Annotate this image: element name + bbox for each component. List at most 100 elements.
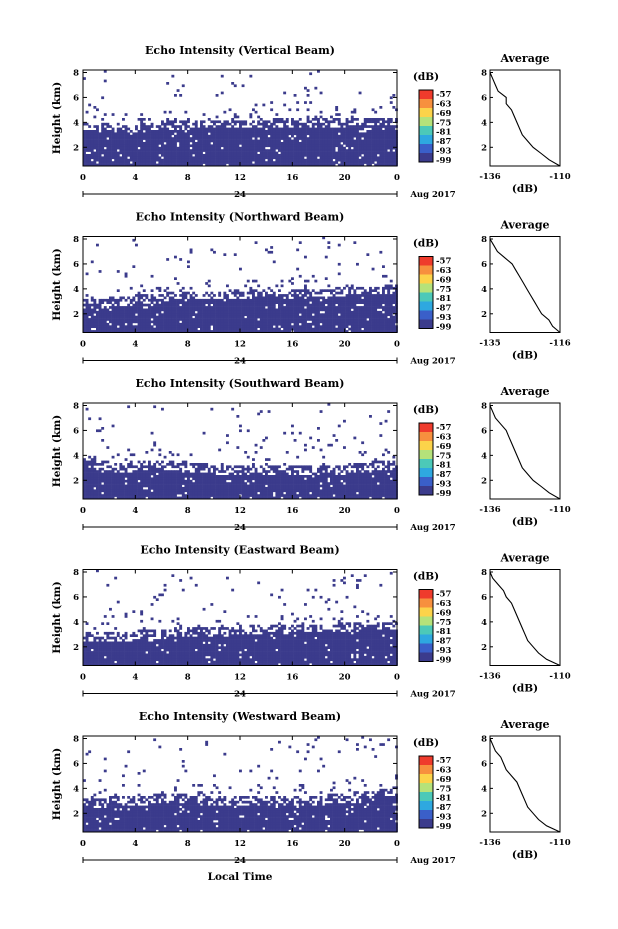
- echo-cell: [148, 154, 151, 157]
- echo-cell: [124, 130, 128, 133]
- echo-cell: [335, 158, 339, 162]
- echo-cell: [309, 163, 313, 167]
- echo-cell: [285, 163, 289, 167]
- heatmap-cells: [83, 236, 398, 333]
- echo-cell: [187, 489, 190, 493]
- echo-cell: [361, 144, 365, 148]
- echo-cell: [93, 315, 97, 319]
- echo-cell: [241, 120, 245, 124]
- echo-cell: [246, 149, 250, 152]
- echo-cell: [252, 142, 255, 145]
- echo-cell: [244, 298, 248, 302]
- echo-cell: [197, 156, 201, 160]
- echo-cell: [163, 134, 167, 138]
- echo-cell: [155, 303, 159, 307]
- echo-cell: [275, 125, 279, 128]
- echo-cell: [171, 125, 175, 128]
- echo-cell: [189, 298, 193, 302]
- echo-cell: [348, 125, 352, 128]
- echo-cell: [218, 146, 222, 150]
- echo-cell: [179, 325, 183, 328]
- echo-cell: [280, 127, 284, 131]
- echo-cell: [363, 149, 367, 152]
- echo-cell: [98, 330, 102, 333]
- echo-cell: [259, 330, 263, 333]
- echo-cell: [220, 318, 224, 321]
- echo-cell: [109, 298, 112, 302]
- echo-cell: [239, 120, 242, 124]
- echo-cell: [324, 301, 328, 304]
- echo-cell: [244, 161, 248, 164]
- echo-cell: [223, 325, 227, 328]
- echo-cell: [322, 306, 326, 309]
- echo-cell: [132, 484, 136, 488]
- echo-cell: [267, 158, 271, 162]
- echo-cell: [85, 479, 89, 483]
- echo-cell: [280, 303, 284, 307]
- echo-cell: [345, 330, 349, 333]
- echo-cell: [259, 142, 263, 145]
- echo-cell: [90, 144, 94, 148]
- echo-cell: [337, 310, 341, 314]
- echo-cell: [83, 161, 86, 164]
- echo-cell: [163, 154, 167, 157]
- echo-cell: [345, 310, 349, 314]
- echo-cell: [129, 475, 133, 478]
- echo-cell: [335, 161, 339, 164]
- echo-cell: [176, 306, 180, 309]
- echo-cell: [127, 308, 131, 312]
- echo-cell: [106, 122, 110, 126]
- echo-cell: [163, 487, 167, 490]
- echo-cell: [142, 146, 146, 150]
- echo-cell: [249, 161, 253, 164]
- echo-cell: [163, 479, 167, 483]
- echo-cell: [90, 318, 94, 321]
- echo-cell: [324, 149, 328, 152]
- echo-cell: [301, 320, 305, 324]
- echo-cell: [350, 163, 354, 167]
- echo-cell: [361, 163, 365, 167]
- echo-cell: [384, 310, 388, 314]
- echo-cell: [369, 313, 372, 316]
- echo-cell: [350, 115, 354, 119]
- echo-cell: [343, 301, 346, 304]
- echo-cell: [119, 146, 123, 150]
- echo-cell: [293, 149, 297, 152]
- echo-cell: [231, 322, 235, 326]
- echo-cell: [288, 137, 292, 140]
- echo-cell: [389, 318, 393, 321]
- echo-cell: [142, 298, 146, 302]
- echo-cell: [345, 298, 349, 302]
- echo-cell: [197, 463, 201, 466]
- echo-cell: [207, 301, 211, 304]
- echo-cell: [249, 322, 253, 326]
- echo-cell: [257, 303, 261, 307]
- echo-cell: [184, 306, 188, 309]
- echo-cell: [353, 327, 357, 331]
- echo-cell: [291, 294, 294, 297]
- echo-cell: [345, 318, 349, 321]
- echo-cell: [215, 158, 219, 162]
- echo-cell: [166, 154, 170, 157]
- echo-cell: [392, 330, 396, 333]
- echo-cell: [213, 318, 216, 321]
- echo-cell: [382, 318, 385, 321]
- echo-cell: [340, 134, 344, 138]
- echo-cell: [233, 161, 237, 164]
- echo-cell: [262, 156, 266, 160]
- echo-cell: [101, 325, 105, 328]
- echo-cell: [361, 298, 365, 302]
- echo-cell: [244, 325, 248, 328]
- echo-cell: [257, 330, 261, 333]
- echo-cell: [353, 313, 357, 316]
- echo-cell: [140, 308, 144, 312]
- echo-cell: [119, 318, 123, 321]
- echo-cell: [335, 151, 339, 155]
- echo-cell: [155, 310, 159, 314]
- echo-cell: [114, 313, 118, 316]
- echo-cell: [210, 315, 214, 319]
- echo-cell: [155, 163, 159, 167]
- echo-cell: [197, 137, 201, 140]
- echo-cell: [194, 494, 198, 497]
- echo-cell: [254, 132, 258, 136]
